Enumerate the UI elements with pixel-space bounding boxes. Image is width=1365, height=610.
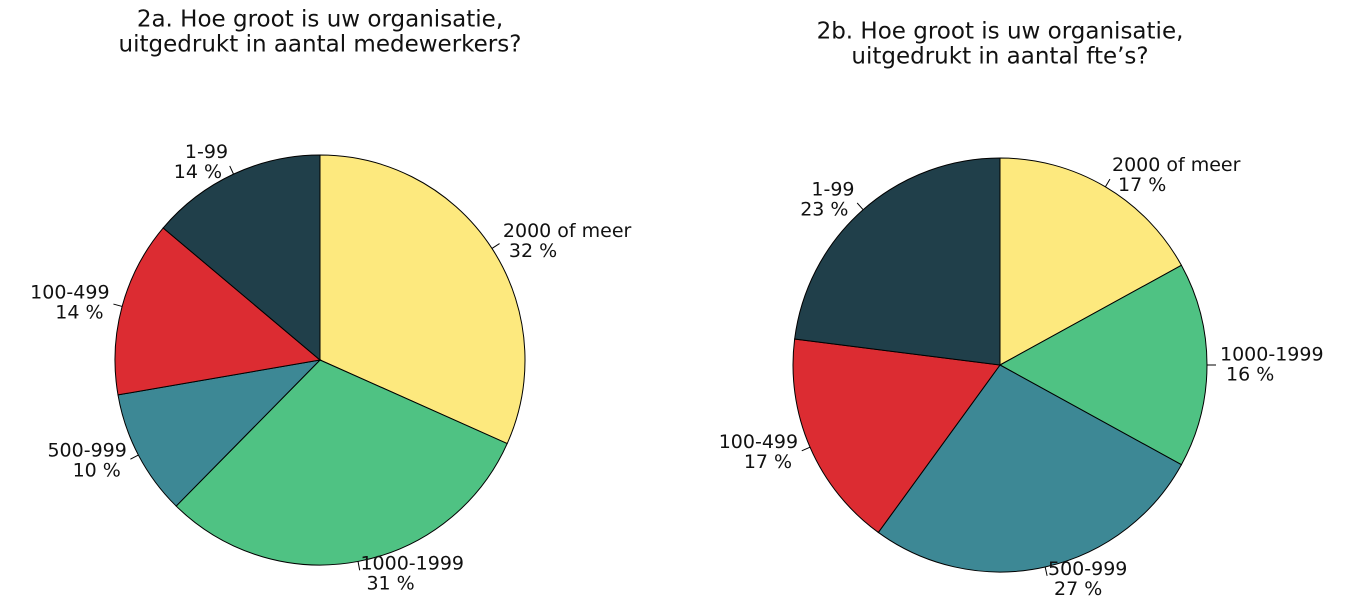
chart-title: 2b. Hoe groot is uw organisatie, <box>817 19 1184 45</box>
value-label: 32 % <box>509 240 557 262</box>
leader-line <box>130 454 139 460</box>
slice-label: 2000 of meer <box>503 220 632 242</box>
value-label: 17 % <box>1118 174 1166 196</box>
slice-label: 100-499 <box>30 282 109 304</box>
leader-line <box>801 446 811 452</box>
chart-title: uitgedrukt in aantal medewerkers? <box>119 32 522 58</box>
slice-label: 1000-1999 <box>1220 344 1324 366</box>
value-label: 10 % <box>73 460 121 482</box>
pie-slice <box>319 154 526 445</box>
pie-slice <box>175 359 508 566</box>
pie-slice <box>999 157 1183 366</box>
chart-title: uitgedrukt in aantal fte’s? <box>851 44 1148 70</box>
slice-label: 1000-1999 <box>360 553 464 575</box>
value-label: 23 % <box>800 198 848 220</box>
value-label: 16 % <box>1226 364 1274 386</box>
leader-line <box>491 243 500 249</box>
pie-slice <box>794 157 1001 366</box>
slice-label: 1-99 <box>185 141 228 163</box>
pie-slice <box>162 154 321 362</box>
leader-line <box>856 202 864 211</box>
slice-label: 500-999 <box>47 440 126 462</box>
chart-title: 2a. Hoe groot is uw organisatie, <box>137 7 503 33</box>
leader-line <box>1044 566 1048 576</box>
leader-line <box>1104 178 1111 188</box>
value-label: 14 % <box>55 302 103 324</box>
leader-line <box>357 561 361 571</box>
slice-label: 2000 of meer <box>1112 154 1241 176</box>
slice-label: 1-99 <box>811 178 854 200</box>
leader-line <box>113 303 123 307</box>
value-label: 17 % <box>744 451 792 473</box>
pie-slice <box>792 338 1001 534</box>
pie-slice <box>114 227 322 396</box>
pie-slice <box>117 359 322 507</box>
leader-line <box>229 165 234 175</box>
value-label: 27 % <box>1054 578 1102 600</box>
value-label: 14 % <box>174 161 222 183</box>
slice-label: 100-499 <box>719 431 798 453</box>
slice-label: 500-999 <box>1048 558 1127 580</box>
value-label: 31 % <box>366 573 414 595</box>
